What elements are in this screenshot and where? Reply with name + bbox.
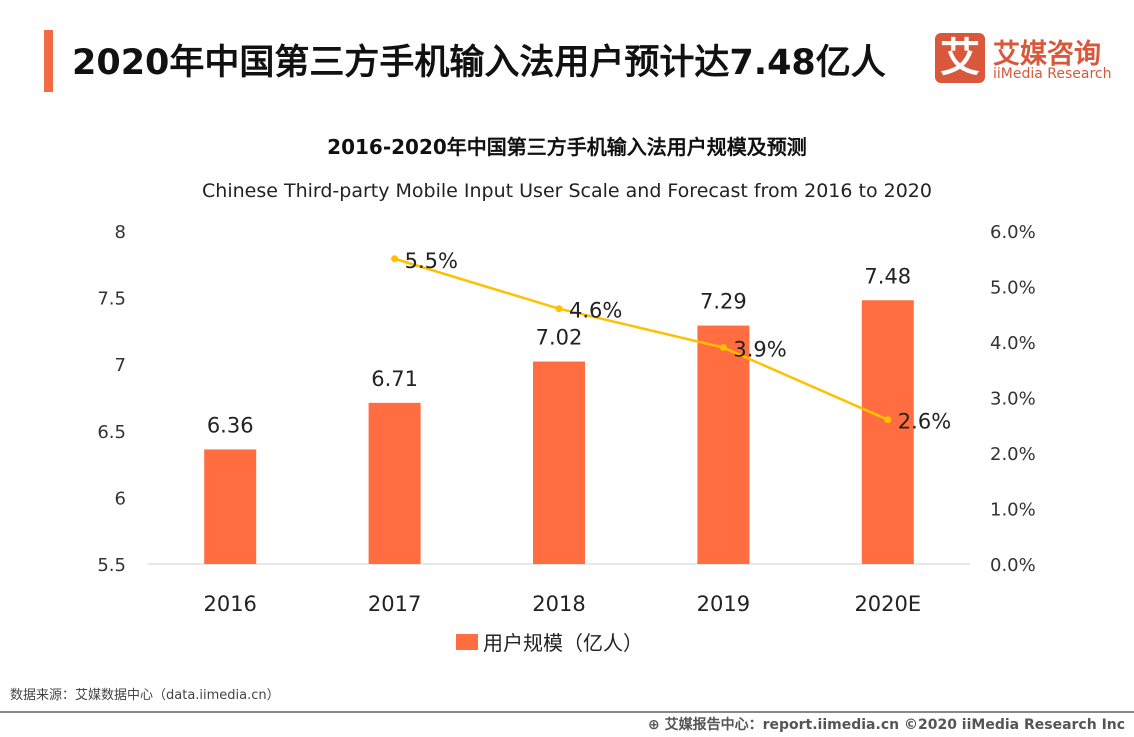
right-axis-tick: 4.0% bbox=[990, 333, 1036, 354]
line-label: 2.6% bbox=[898, 410, 951, 434]
x-axis-tick: 2016 bbox=[203, 592, 256, 616]
bar-label: 6.71 bbox=[371, 367, 418, 391]
line-point bbox=[391, 255, 399, 263]
right-axis-tick: 2.0% bbox=[990, 444, 1036, 465]
bar bbox=[368, 402, 421, 564]
bar-label: 7.02 bbox=[536, 326, 583, 350]
data-source: 数据来源：艾媒数据中心（data.iimedia.cn） bbox=[10, 688, 280, 703]
bar bbox=[533, 361, 585, 564]
line-point bbox=[555, 305, 563, 313]
left-axis-tick: 7 bbox=[115, 355, 126, 376]
bar-label: 7.29 bbox=[700, 290, 747, 314]
right-axis-tick: 5.0% bbox=[990, 278, 1036, 299]
bar bbox=[697, 325, 750, 564]
line-label: 5.5% bbox=[405, 249, 458, 273]
logo-text-cn: 艾媒咨询 bbox=[993, 39, 1101, 70]
line-label: 4.6% bbox=[569, 299, 622, 323]
title-accent-bar bbox=[44, 30, 53, 92]
bar bbox=[204, 449, 257, 564]
right-axis-tick: 0.0% bbox=[990, 555, 1036, 576]
line-point bbox=[884, 416, 892, 424]
line-label: 3.9% bbox=[733, 338, 786, 362]
chart-title: 2016-2020年中国第三方手机输入法用户规模及预测 bbox=[327, 135, 807, 159]
left-axis-tick: 6.5 bbox=[97, 422, 126, 443]
left-axis-tick: 5.5 bbox=[97, 555, 126, 576]
legend-label: 用户规模（亿人） bbox=[483, 631, 643, 655]
bar-label: 7.48 bbox=[864, 264, 911, 288]
page-title: 2020年中国第三方手机输入法用户预计达7.48亿人 bbox=[72, 43, 886, 83]
left-axis-tick: 7.5 bbox=[97, 289, 126, 310]
growth-line bbox=[394, 257, 889, 421]
x-axis-tick: 2018 bbox=[532, 592, 585, 616]
left-axis-tick: 6 bbox=[115, 488, 126, 509]
right-axis-tick: 3.0% bbox=[990, 389, 1036, 410]
right-axis-tick: 6.0% bbox=[990, 222, 1036, 243]
legend-swatch bbox=[456, 634, 478, 650]
footer-divider bbox=[0, 711, 1134, 713]
x-axis-tick: 2020E bbox=[854, 592, 921, 616]
left-axis-tick: 8 bbox=[115, 222, 126, 243]
footer-credit: ⊕ 艾媒报告中心：report.iimedia.cn ©2020 iiMedia… bbox=[648, 717, 1126, 733]
line-point bbox=[719, 344, 727, 352]
logo-text-en: iiMedia Research bbox=[993, 66, 1112, 82]
bar-label: 6.36 bbox=[207, 413, 254, 437]
logo-mark: 艾 bbox=[935, 33, 985, 83]
x-axis-tick: 2019 bbox=[697, 592, 750, 616]
chart-subtitle: Chinese Third-party Mobile Input User Sc… bbox=[202, 180, 932, 202]
x-axis-tick: 2017 bbox=[368, 592, 421, 616]
bar bbox=[861, 300, 914, 564]
right-axis-tick: 1.0% bbox=[990, 500, 1036, 521]
